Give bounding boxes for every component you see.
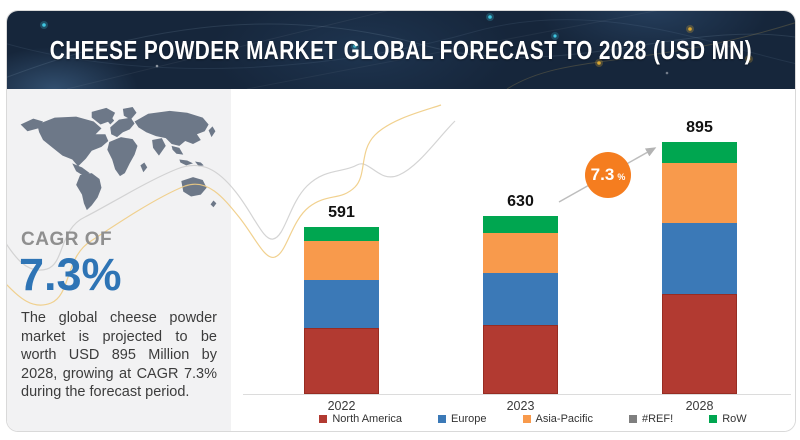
legend-swatch-icon [629, 415, 637, 423]
bar-segment-asia-pacific-2028 [662, 163, 737, 223]
chart-legend: North America Europe Asia-Pacific #REF! RoW [271, 413, 795, 425]
legend-item-asia-pacific: Asia-Pacific [522, 413, 593, 425]
cagr-value: 7.3% [19, 249, 122, 300]
axis-label-2022: 2022 [327, 399, 356, 413]
legend-label: North America [332, 413, 403, 425]
summary-panel: CAGR OF 7.3% The global cheese powder ma… [7, 89, 231, 431]
legend-swatch-icon [709, 415, 718, 423]
legend-label: Europe [451, 413, 487, 425]
bar-stack [304, 227, 379, 394]
bar-segment-asia-pacific-2022 [304, 241, 379, 280]
legend-item-europe: Europe [438, 413, 487, 425]
bar-segment-europe-2022 [304, 280, 379, 328]
infographic-card: CHEESE POWDER MARKET GLOBAL FORECAST TO … [6, 10, 796, 432]
legend-label: #REF! [642, 413, 674, 425]
bar-total-label: 630 [507, 193, 534, 210]
axis-label-2028: 2028 [685, 399, 714, 413]
bar-group-2028: 895 [662, 119, 737, 394]
bar-stack [483, 216, 558, 394]
glow-dots [40, 13, 753, 75]
bar-segment-north-america-2028 [662, 294, 737, 394]
content-body: CAGR OF 7.3% The global cheese powder ma… [7, 89, 795, 431]
cagr-badge: 7.3 % [585, 152, 631, 198]
bar-group-2023: 630 [483, 193, 558, 394]
bar-stack [662, 142, 737, 394]
bar-segment-europe-2028 [662, 223, 737, 294]
axis-label-2023: 2023 [506, 399, 535, 413]
legend-item-ref: #REF! [629, 413, 673, 425]
cagr-label: CAGR OF [21, 229, 113, 250]
bar-segment-row-2022 [304, 227, 379, 241]
page-title: CHEESE POWDER MARKET GLOBAL FORECAST TO … [49, 34, 753, 65]
network-decoration [7, 11, 795, 89]
bar-total-label: 591 [328, 204, 355, 221]
plot-area: 591 2022 630 2023 895 2028 [231, 89, 795, 431]
legend-item-row: RoW [709, 413, 747, 425]
title-banner: CHEESE POWDER MARKET GLOBAL FORECAST TO … [7, 11, 795, 89]
chart-panel: 591 2022 630 2023 895 2028 7.3 % North Americ… [231, 89, 795, 431]
legend-swatch-icon [522, 415, 531, 423]
bar-segment-north-america-2022 [304, 328, 379, 394]
world-map-icon [20, 106, 217, 211]
bar-segment-asia-pacific-2023 [483, 233, 558, 273]
legend-label: RoW [722, 413, 747, 425]
bar-segment-north-america-2023 [483, 325, 558, 394]
x-axis-line [243, 394, 791, 395]
bar-segment-row-2023 [483, 216, 558, 233]
bar-segment-europe-2023 [483, 273, 558, 325]
legend-swatch-icon [319, 415, 328, 423]
legend-item-north-america: North America [319, 413, 402, 425]
legend-swatch-icon [438, 415, 447, 423]
market-summary-text: The global cheese powder market is proje… [21, 310, 217, 401]
bar-group-2022: 591 [304, 204, 379, 394]
bar-total-label: 895 [686, 119, 713, 136]
bar-segment-row-2028 [662, 142, 737, 163]
world-map-graphic [13, 105, 225, 217]
cagr-badge-value: 7.3 [590, 165, 615, 184]
legend-label: Asia-Pacific [535, 413, 593, 425]
cagr-badge-unit: % [617, 172, 626, 182]
